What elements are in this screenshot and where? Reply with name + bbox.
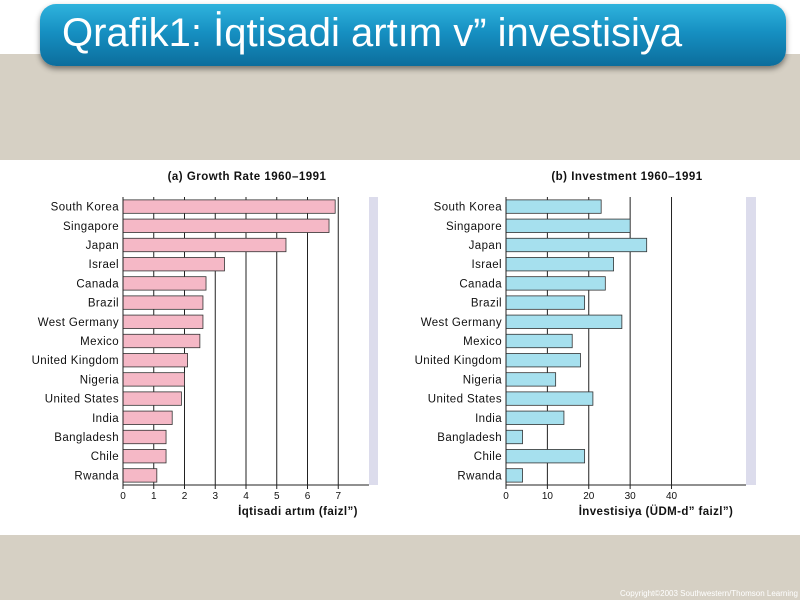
growth-bar — [122, 199, 336, 214]
investment-bar — [505, 218, 631, 233]
growth-bar — [122, 333, 201, 349]
investment-category-label: South Korea — [434, 202, 503, 214]
investment-chart-title: (b) Investment 1960–1991 — [551, 171, 702, 183]
investment-bar — [505, 353, 581, 368]
growth-bar — [122, 276, 207, 291]
growth-category-label: Singapore — [63, 221, 119, 233]
investment-bar — [505, 372, 557, 387]
investment-category-label: Japan — [469, 240, 502, 252]
investment-category-label: West Germany — [421, 317, 502, 329]
investment-bar — [505, 257, 614, 272]
growth-bar — [122, 372, 185, 387]
investment-category-label: India — [475, 413, 502, 425]
growth-bar — [122, 257, 225, 272]
growth-bar — [122, 314, 204, 329]
investment-category-label: Canada — [459, 278, 502, 290]
growth-category-label: South Korea — [51, 202, 120, 214]
growth-category-label: Nigeria — [80, 374, 119, 386]
investment-category-label: United Kingdom — [415, 355, 502, 367]
investment-bar — [505, 237, 648, 253]
investment-bar — [505, 199, 602, 214]
growth-tick-label: 3 — [212, 491, 218, 502]
investment-category-label: Israel — [471, 259, 502, 271]
investment-category-label: Rwanda — [457, 470, 502, 482]
growth-category-label: Canada — [76, 278, 119, 290]
copyright-text: Copyright©2003 Southwestern/Thomson Lear… — [620, 589, 798, 598]
growth-category-label: Mexico — [80, 336, 119, 348]
investment-bar — [505, 314, 623, 329]
growth-tick-label: 2 — [182, 491, 188, 502]
growth-bar — [122, 391, 182, 406]
investment-bar — [505, 295, 586, 310]
investment-category-label: Bangladesh — [437, 432, 502, 444]
growth-category-label: India — [92, 413, 119, 425]
investment-x-axis-label: İnvestisiya (ÜDM-d” faizl”) — [579, 505, 734, 518]
investment-tick-label: 20 — [583, 491, 595, 502]
growth-tick-label: 7 — [335, 491, 341, 502]
investment-bar — [505, 429, 523, 445]
growth-bar — [122, 468, 158, 483]
investment-tick-label: 30 — [625, 491, 637, 502]
investment-bar — [505, 276, 606, 291]
growth-bar — [122, 410, 173, 425]
investment-category-label: United States — [428, 394, 502, 406]
growth-bar — [122, 237, 287, 253]
growth-x-axis-label: İqtisadi artım (faizl”) — [238, 505, 358, 518]
investment-bar — [505, 410, 565, 425]
growth-category-label: Israel — [88, 259, 119, 271]
growth-category-label: Rwanda — [74, 470, 119, 482]
growth-plot-shadow — [369, 197, 378, 485]
growth-category-label: Bangladesh — [54, 432, 119, 444]
title-bar — [40, 4, 786, 66]
growth-category-label: United States — [45, 394, 119, 406]
growth-category-label: United Kingdom — [32, 355, 119, 367]
investment-tick-label: 10 — [542, 491, 554, 502]
growth-category-label: Brazil — [88, 298, 119, 310]
investment-tick-label: 0 — [503, 491, 509, 502]
investment-category-label: Mexico — [463, 336, 502, 348]
growth-tick-label: 0 — [120, 491, 126, 502]
growth-bar — [122, 218, 330, 233]
investment-category-label: Chile — [474, 451, 502, 463]
investment-bar — [505, 449, 586, 464]
investment-bar — [505, 468, 523, 483]
growth-category-label: West Germany — [38, 317, 119, 329]
investment-bar — [505, 391, 594, 406]
growth-tick-label: 1 — [151, 491, 157, 502]
investment-category-label: Brazil — [471, 298, 502, 310]
growth-category-label: Chile — [91, 451, 119, 463]
growth-bar — [122, 449, 167, 464]
growth-tick-label: 6 — [305, 491, 311, 502]
growth-category-label: Japan — [86, 240, 119, 252]
growth-tick-label: 4 — [243, 491, 249, 502]
growth-bar — [122, 429, 167, 445]
growth-bar — [122, 295, 204, 310]
investment-plot-shadow — [746, 197, 756, 485]
growth-chart-title: (a) Growth Rate 1960–1991 — [168, 171, 327, 183]
investment-bar — [505, 333, 573, 349]
growth-bar — [122, 353, 188, 368]
slide-title: Qrafik1: İqtisadi artım v” investisiya — [62, 11, 683, 55]
investment-category-label: Nigeria — [463, 374, 502, 386]
investment-tick-label: 40 — [666, 491, 678, 502]
growth-tick-label: 5 — [274, 491, 280, 502]
investment-category-label: Singapore — [446, 221, 502, 233]
